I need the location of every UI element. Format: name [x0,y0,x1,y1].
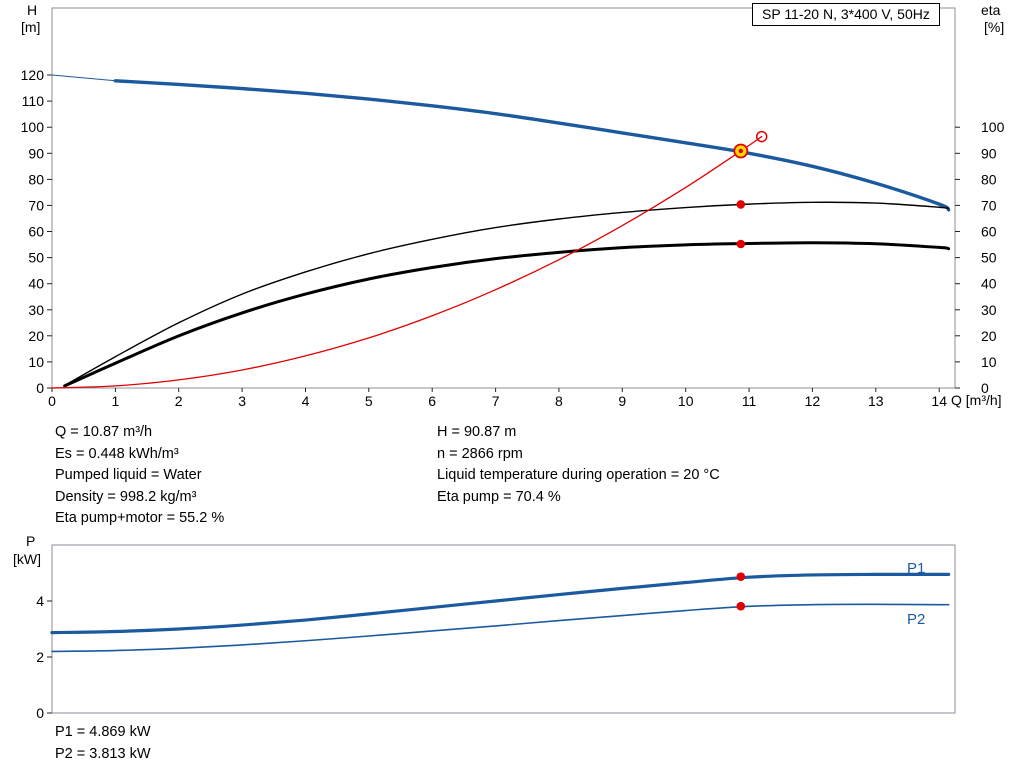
y-tick-right-label: 80 [981,171,997,187]
y-tick-right-label: 30 [981,302,997,318]
x-tick-label: 4 [302,393,310,409]
y-tick-left-label: 90 [28,145,44,161]
info-line-n: n = 2866 rpm [437,445,523,462]
info-line-p1: P1 = 4.869 kW [55,724,151,740]
eta-pump-curve [63,201,950,387]
plot-frame [51,7,956,389]
info-line-temp: Liquid temperature during operation = 20… [437,467,720,483]
info-line-eta-pm: Eta pump+motor = 55.2 % [55,510,225,526]
open-circle-marker [755,130,768,143]
info-line-density: Density = 998.2 kg/m³ [55,488,197,505]
x-tick-label: 13 [868,393,884,409]
q-axis-label: Q [m³/h] [951,392,1002,408]
info-line-h: H = 90.87 m [437,424,517,440]
x-tick-label: 8 [555,393,563,409]
y-tick-right-label: 20 [981,328,997,344]
y-tick-left-label: 80 [28,171,44,187]
duty-info-right-column: H = 90.87 m n = 2866 rpm Liquid temperat… [437,422,720,508]
eta-axis-unit: [%] [984,19,1005,35]
x-tick-label: 5 [365,393,373,409]
y-tick-right-label: 60 [981,224,997,240]
eta-axis-label: eta [981,2,1001,18]
operating-point-dot [736,239,746,249]
y-tick-left-label: 50 [28,250,44,266]
p1-curve [50,572,951,635]
y-tick-right-label: 50 [981,250,997,266]
x-tick-label: 7 [492,393,500,409]
x-tick-label: 1 [112,393,120,409]
power-curve-chart: 0 2 4 [36,544,956,721]
y-tick-right-label: 70 [981,197,997,213]
info-line-p2: P2 = 3.813 kW [55,745,151,762]
x-tick-label: 0 [48,393,56,409]
y-tick-left-label: 20 [28,328,44,344]
operating-point-dot [736,601,746,611]
info-line-liquid: Pumped liquid = Water [55,467,202,483]
info-line-q: Q = 10.87 m³/h [55,424,153,440]
duty-point-center [738,148,743,154]
y-tick-left-label: 70 [28,197,44,213]
y-tick-right-label: 100 [981,119,1005,135]
y-tick-right-label: 0 [981,380,989,396]
p1-curve-label: P1 [907,560,926,577]
y-tick-left-label: 2 [36,649,44,665]
operating-point-dot [736,572,746,581]
info-line-es: Es = 0.448 kWh/m³ [55,445,179,462]
y-tick-left-label: 120 [21,67,45,83]
y-tick-left-label: 40 [28,276,44,292]
y-tick-left-label: 110 [22,93,45,109]
eta-pump-motor-curve [63,241,951,388]
y-tick-right-label: 40 [981,276,997,292]
y-tick-left-label: 4 [36,593,44,609]
hq-eta-curve-chart: 0 1 2 3 4 5 6 7 8 9 10 11 12 13 1401020304050607080901… [21,7,1005,409]
p-axis-unit: [kW] [13,551,41,567]
p-axis-label: P [26,533,36,549]
pump-curve [113,79,951,212]
p2-curve-label: P2 [907,611,926,628]
x-tick-label: 11 [742,393,757,409]
y-tick-left-label: 100 [21,119,45,135]
x-tick-label: 3 [238,393,246,409]
y-tick-left-label: 10 [28,354,44,370]
y-tick-left-label: 60 [28,224,44,240]
y-tick-left-label: 0 [36,380,44,396]
operating-point-dot [736,200,746,209]
p2-curve [51,603,950,653]
pump-curve-lead [51,74,116,82]
y-tick-right-label: 10 [981,354,997,370]
x-tick-label: 2 [175,393,183,409]
x-tick-label: 14 [931,393,947,409]
x-tick-label: 10 [678,393,694,409]
plot-frame [51,544,956,714]
x-tick-label: 9 [618,393,626,409]
info-line-eta: Eta pump = 70.4 % [437,488,561,505]
duty-info-left-column: Q = 10.87 m³/h Es = 0.448 kWh/m³ Pumped … [55,422,224,530]
system-curve [51,135,763,389]
power-info-block: P1 = 4.869 kW P2 = 3.813 kW [55,722,151,765]
pump-title-box: SP 11-20 N, 3*400 V, 50Hz [752,3,940,26]
y-tick-left-label: 0 [36,705,44,721]
y-tick-right-label: 90 [981,145,997,161]
x-tick-label: 6 [428,393,436,409]
h-axis-label: H [27,2,38,18]
y-tick-left-label: 30 [28,302,44,318]
x-tick-label: 12 [805,393,821,409]
h-axis-unit: [m] [21,19,41,35]
